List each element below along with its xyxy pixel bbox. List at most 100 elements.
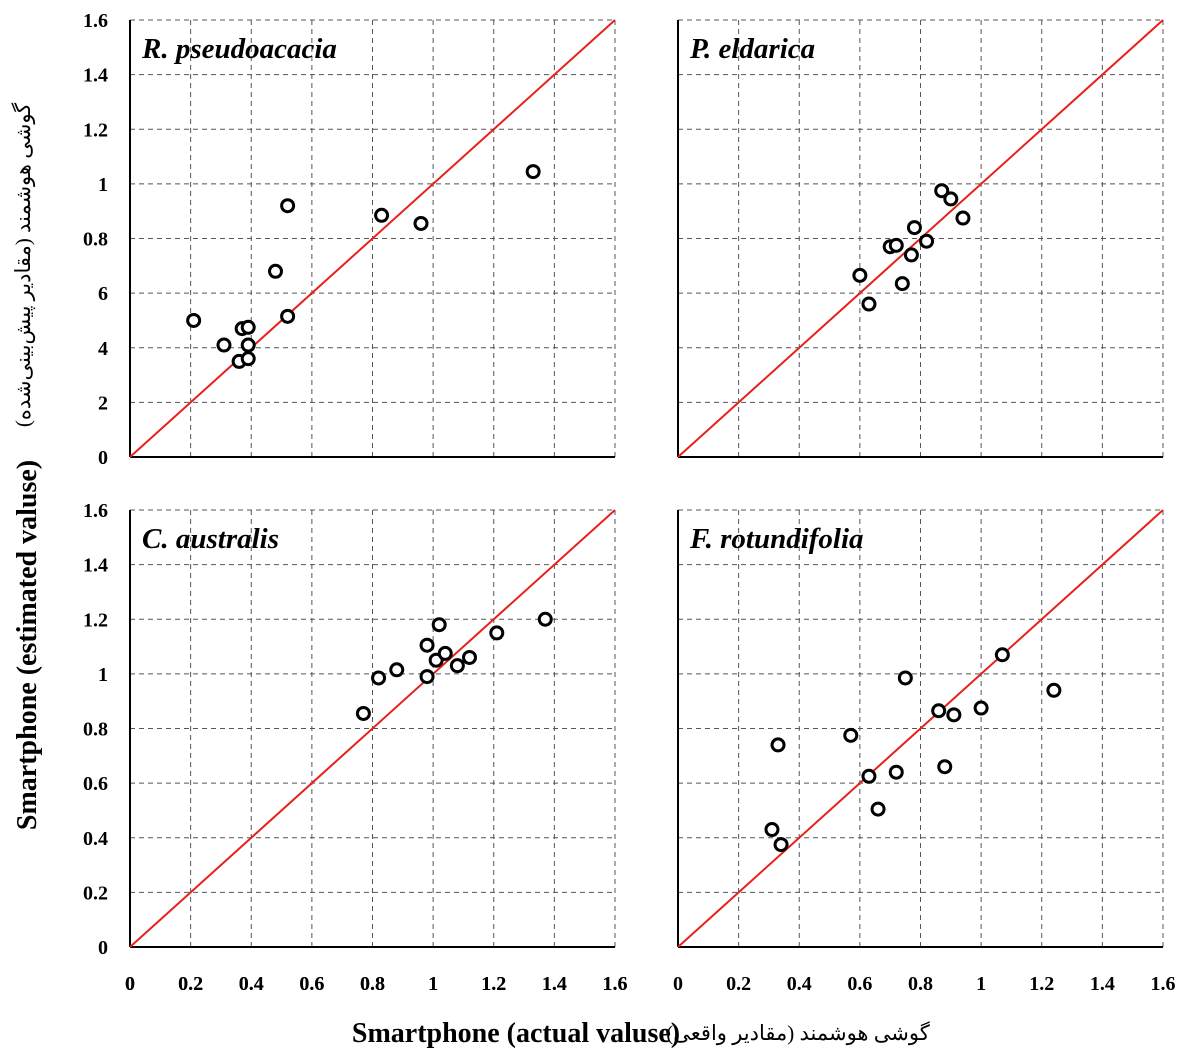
x-tick-label: 1.6 (603, 973, 628, 995)
data-point (240, 319, 256, 335)
panels-layer: 0 0.2 0.4 0.6 0.8 1 1.2 1.4 1.6 0 2 4 6 0.8 1 1.2 1.4 1.6… (83, 10, 1176, 995)
x-axis-title-persian: گوشی هوشمند (مقادیر واقعی) (666, 1021, 929, 1046)
y-tick-label: 1.4 (83, 65, 108, 87)
data-point (764, 822, 780, 838)
x-tick-label: 1.6 (1151, 973, 1176, 995)
scatter-panel: 0 0.2 0.4 0.6 0.8 1 1.2 1.4 1.6 0 0.2 0.4 0.6 0.8 1 1.2… (83, 500, 628, 995)
x-tick-label: 1.4 (542, 973, 567, 995)
data-point (843, 727, 859, 743)
y-tick-label: 1.6 (83, 10, 108, 32)
data-point (934, 183, 950, 199)
data-point (240, 337, 256, 353)
data-point (946, 707, 962, 723)
y-tick-label: 1.4 (83, 555, 108, 577)
y-tick-label: 2 (98, 392, 108, 414)
y-tick-label: 0.4 (83, 828, 108, 850)
data-point (861, 296, 877, 312)
data-point (894, 276, 910, 292)
data-point (374, 207, 390, 223)
y-axis-title: Smartphone (estimated valuse) (12, 460, 43, 830)
x-tick-label: 0.6 (299, 973, 324, 995)
data-point (186, 312, 202, 328)
data-point (955, 210, 971, 226)
data-point (888, 764, 904, 780)
x-tick-label: 0 (125, 973, 135, 995)
data-point (931, 703, 947, 719)
y-tick-label: 1 (98, 664, 108, 686)
data-point (268, 263, 283, 279)
one-to-one-line (129, 19, 616, 458)
data-point (355, 705, 371, 721)
data-point (489, 625, 505, 641)
y-tick-label: 0 (98, 447, 108, 469)
data-point (431, 617, 447, 633)
x-tick-label: 1 (428, 973, 438, 995)
data-point (937, 759, 953, 775)
data-point (861, 768, 877, 784)
data-point (537, 611, 553, 627)
data-point (973, 700, 989, 716)
data-point (389, 662, 405, 678)
x-tick-label: 0.4 (239, 973, 264, 995)
scatter-panel: 0 0.2 0.4 0.6 0.8 1 1.2 1.4 1.6 0 2 4 6 0.8 1 1.2 1.4 1.6… (83, 10, 628, 995)
x-tick-label: 0.2 (178, 973, 203, 995)
x-tick-label: 1.4 (542, 973, 567, 995)
data-point (1046, 682, 1062, 698)
x-tick-label: 0.8 (360, 973, 385, 995)
x-tick-label: 1.6 (603, 973, 628, 995)
y-tick-label: 6 (98, 283, 108, 305)
data-point (525, 164, 541, 180)
one-to-one-line (129, 509, 616, 948)
data-point (773, 837, 789, 853)
x-tick-label: 1.2 (1029, 973, 1054, 995)
data-point (216, 337, 232, 353)
panel-title: R. pseudoacacia (141, 33, 337, 65)
y-tick-label: 0.2 (83, 882, 108, 904)
data-point (280, 308, 296, 324)
x-tick-label: 1.2 (481, 973, 506, 995)
panel-title: F. rotundifolia (689, 523, 864, 555)
data-point (449, 658, 465, 674)
y-axis-title-persian: گوشی هوشمند (مقادیر پیش‌بینی‌شده) (11, 103, 36, 427)
data-point (897, 670, 913, 686)
data-point (903, 247, 919, 263)
data-point (852, 267, 868, 283)
y-tick-label: 1.2 (83, 119, 108, 141)
data-point (994, 647, 1010, 663)
data-point (419, 637, 435, 653)
scatter-panel: 0 0.2 0.4 0.6 0.8 1 1.2 1.4 1.6 F. rotundifolia (673, 509, 1176, 995)
y-tick-label: 1.2 (83, 609, 108, 631)
data-point (919, 233, 935, 249)
x-tick-label: 0.6 (847, 973, 872, 995)
x-tick-label: 0.8 (360, 973, 385, 995)
y-tick-label: 0.8 (83, 719, 108, 741)
one-to-one-line (677, 509, 1164, 948)
data-point (888, 237, 904, 253)
x-tick-label: 0.6 (299, 973, 324, 995)
x-axis-title: Smartphone (actual valuse) (352, 1018, 680, 1049)
x-tick-label: 1 (428, 973, 438, 995)
y-tick-label: 1 (98, 174, 108, 196)
x-tick-label: 0 (673, 973, 683, 995)
panel-title: P. eldarica (689, 33, 815, 65)
data-point (943, 191, 959, 207)
x-tick-label: 0.4 (239, 973, 264, 995)
x-tick-label: 0.8 (908, 973, 933, 995)
panel-title: C. australis (142, 523, 279, 555)
y-tick-label: 4 (98, 338, 108, 360)
data-point (413, 215, 429, 231)
x-tick-label: 1 (976, 973, 986, 995)
scatter-panel: P. eldarica (677, 19, 1164, 458)
data-point (437, 645, 453, 661)
y-tick-label: 0 (98, 937, 108, 959)
data-point (419, 669, 435, 685)
data-point (280, 198, 296, 214)
data-point (870, 801, 886, 817)
y-tick-label: 0.6 (83, 773, 108, 795)
data-point (906, 220, 922, 236)
x-tick-label: 0.2 (178, 973, 203, 995)
x-tick-label: 0 (125, 973, 135, 995)
data-point (770, 737, 786, 753)
data-point (371, 670, 387, 686)
